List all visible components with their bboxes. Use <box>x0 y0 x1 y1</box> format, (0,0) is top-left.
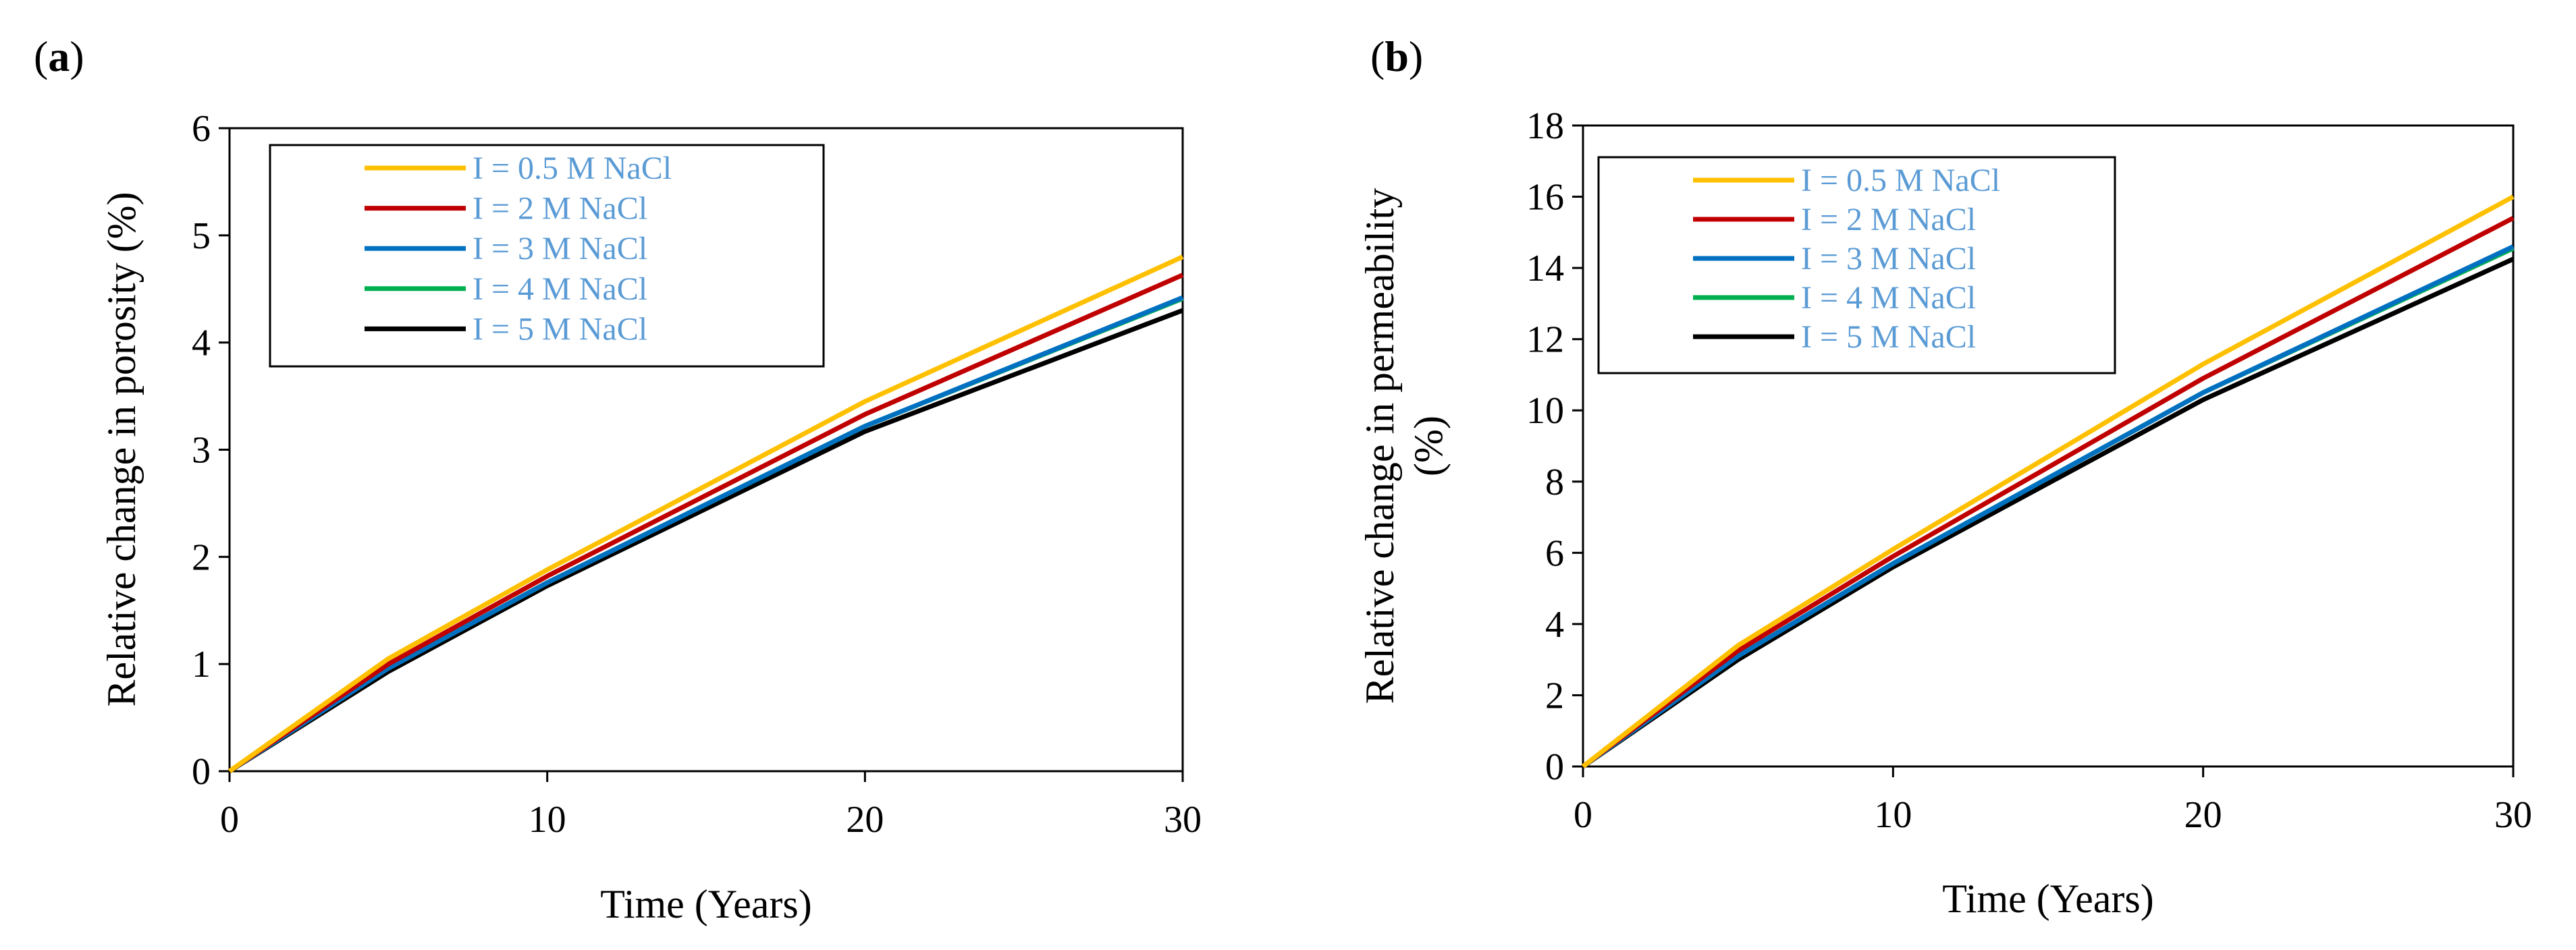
y-axis-title: Relative change in permeability (%) <box>1358 188 1451 704</box>
y-tick-label: 10 <box>1526 390 1564 432</box>
panel-label: (b) <box>1370 32 1423 80</box>
y-axis-title: Relative change in porosity (%) <box>99 192 144 706</box>
panel-label-close: ) <box>70 32 84 80</box>
series-line-1 <box>1581 194 2515 769</box>
y-tick-label: 14 <box>1526 248 1564 289</box>
panel-label-close: ) <box>1409 32 1423 80</box>
legend-label-4: I = 4 M NaCl <box>473 271 647 307</box>
y-tick-label: 0 <box>1545 746 1564 788</box>
y-axis-title-line: Relative change in permeability <box>1358 188 1402 704</box>
panel-label-letter: a <box>48 32 70 80</box>
legend-label-3: I = 3 M NaCl <box>1801 241 1976 277</box>
x-tick-label: 30 <box>2494 794 2532 836</box>
x-tick-label: 20 <box>2184 794 2222 836</box>
legend-label-2: I = 2 M NaCl <box>1801 202 1976 238</box>
y-tick-label: 5 <box>192 215 211 257</box>
panel-label-letter: b <box>1385 32 1409 80</box>
chart-panel-b: (b) 0 2 4 6 8 10 12 14 16 18 0 10 20 30 Time (Years) Rel… <box>1358 32 2532 921</box>
legend-label-5: I = 5 M NaCl <box>1801 319 1976 355</box>
y-axis-title-line: Relative change in porosity (%) <box>99 192 144 706</box>
y-tick-label: 2 <box>1545 675 1564 717</box>
legend-box <box>1597 156 2116 374</box>
chart-panel-a: (a) 0 1 2 3 4 5 6 0 10 20 30 Time (Years) Relative ch… <box>34 32 1202 926</box>
series-line-1 <box>227 254 1184 773</box>
y-tick-label: 16 <box>1526 177 1564 219</box>
y-tick-label: 4 <box>192 323 211 364</box>
x-tick-label: 0 <box>1574 794 1592 836</box>
series-line-2 <box>1581 216 2515 769</box>
legend-label-1: I = 0.5 M NaCl <box>1801 163 2000 198</box>
y-tick-label: 6 <box>1545 532 1564 574</box>
legend-label-5: I = 5 M NaCl <box>473 311 647 347</box>
x-tick-label: 30 <box>1164 799 1202 841</box>
legend-label-3: I = 3 M NaCl <box>473 231 647 267</box>
y-tick-label: 3 <box>192 430 211 472</box>
legend: I = 0.5 M NaCl I = 2 M NaCl I = 3 M NaCl I … <box>269 144 825 368</box>
panel-label-open: ( <box>1370 32 1385 80</box>
x-tick-label: 10 <box>529 799 566 841</box>
y-tick-label: 4 <box>1545 604 1564 646</box>
series-line-2 <box>228 273 1184 773</box>
y-tick-label: 12 <box>1526 319 1564 361</box>
y-tick-label: 8 <box>1545 462 1564 503</box>
plot-frame <box>1582 124 2515 768</box>
y-tick-label: 1 <box>192 644 211 686</box>
legend-box <box>269 144 825 368</box>
legend-label-1: I = 0.5 M NaCl <box>473 150 672 186</box>
panel-label-open: ( <box>34 32 48 80</box>
legend-label-4: I = 4 M NaCl <box>1801 280 1976 316</box>
y-tick-label: 2 <box>192 536 211 578</box>
y-tick-label: 6 <box>192 108 211 150</box>
panel-label: (a) <box>34 32 84 80</box>
x-axis-title: Time (Years) <box>600 882 811 926</box>
x-tick-label: 0 <box>220 799 239 841</box>
x-tick-label: 10 <box>1874 794 1912 836</box>
x-tick-label: 20 <box>846 799 884 841</box>
x-axis-title: Time (Years) <box>1942 876 2153 921</box>
series-line-3 <box>1581 244 2515 769</box>
y-tick-label: 18 <box>1526 105 1564 147</box>
y-tick-label: 0 <box>192 751 211 793</box>
legend-label-2: I = 2 M NaCl <box>473 191 647 227</box>
y-axis-title-line: (%) <box>1406 416 1451 476</box>
